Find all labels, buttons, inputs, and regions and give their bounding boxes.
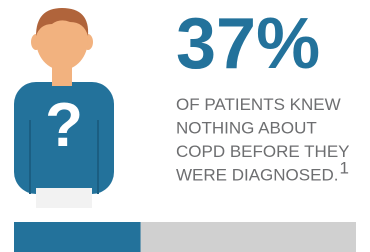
caption-line: NOTHING ABOUT bbox=[176, 119, 317, 138]
infographic: ? 37% OF PATIENTS KNEW NOTHING ABOUT COPD … bbox=[0, 0, 370, 252]
caption-line: WERE DIAGNOSED. bbox=[176, 166, 338, 185]
person-icon: ? bbox=[14, 8, 114, 208]
svg-text:?: ? bbox=[45, 91, 83, 160]
footnote-mark: 1 bbox=[339, 159, 348, 178]
caption-line: OF PATIENTS KNEW bbox=[176, 95, 341, 114]
caption: OF PATIENTS KNEW NOTHING ABOUT COPD BEFORE… bbox=[176, 95, 350, 185]
bar bbox=[14, 222, 141, 252]
headline-percent: 37% bbox=[176, 4, 320, 84]
caption-line: COPD BEFORE THEY bbox=[176, 142, 350, 161]
